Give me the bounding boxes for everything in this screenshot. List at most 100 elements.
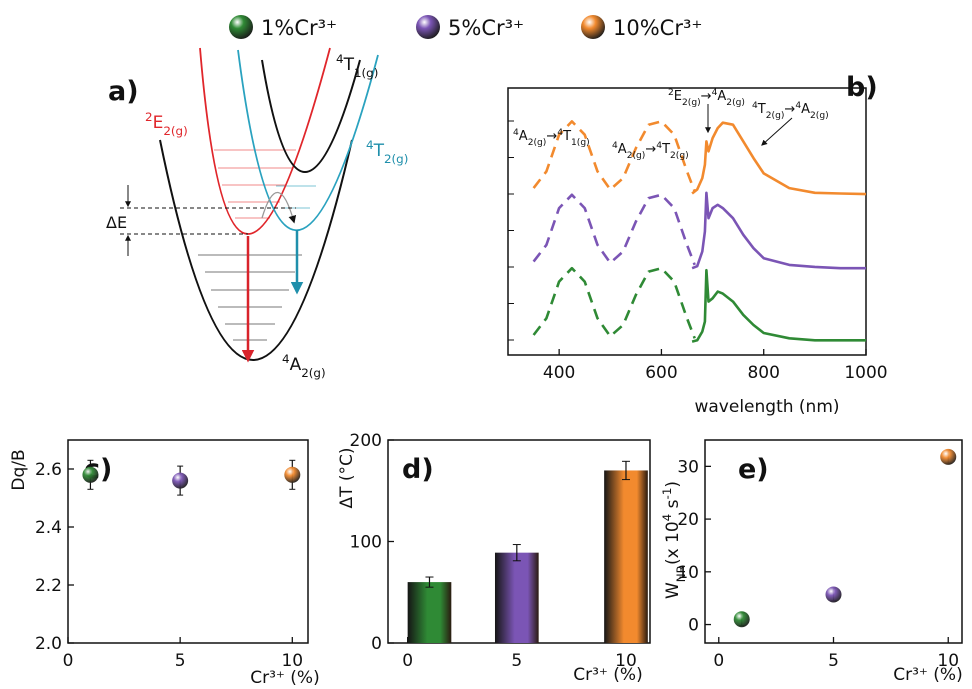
- y-tick-label: 0: [688, 616, 699, 636]
- text-part: →: [546, 129, 557, 144]
- text-part: 4: [612, 141, 618, 151]
- text-part: T: [661, 142, 670, 157]
- text-part: 2(g): [810, 111, 829, 121]
- text-part: 4: [752, 101, 758, 111]
- plot-frame: [67, 439, 309, 644]
- point: [733, 611, 750, 628]
- text-part: →: [645, 142, 656, 157]
- spectrum-line: [691, 191, 866, 270]
- text-part: 4: [282, 352, 290, 366]
- text-part: 2: [145, 110, 153, 124]
- y-tick-label: 2.0: [35, 634, 62, 654]
- text-part: T: [343, 55, 355, 75]
- text-part: T: [757, 102, 766, 117]
- text-part: 1(g): [571, 138, 590, 148]
- plot-frame: [507, 87, 867, 356]
- text-part: A: [801, 102, 810, 117]
- ground-curve: [159, 139, 353, 361]
- legend-label: 5%Cr³⁺: [448, 16, 524, 40]
- legend-swatch: [416, 15, 440, 39]
- text-part: 4: [336, 52, 344, 66]
- x-tick-label: 10: [937, 651, 959, 671]
- text-part: NR: [674, 565, 688, 582]
- text-part: 4: [660, 514, 674, 522]
- text-part: ): [663, 481, 683, 488]
- text-part: A: [290, 355, 302, 375]
- y-tick-label: 2.6: [35, 460, 62, 480]
- text-part: 2(g): [301, 366, 325, 380]
- y-tick-label: 100: [350, 533, 382, 553]
- x-axis-title: Cr³⁺ (%): [893, 665, 962, 685]
- panel-label: d): [402, 454, 434, 485]
- legend-label: 1%Cr³⁺: [261, 16, 337, 40]
- point: [940, 448, 957, 465]
- t1-curve: [261, 59, 361, 173]
- text-part: 2(g): [670, 151, 689, 161]
- x-tick-label: 800: [747, 363, 779, 383]
- legend-label: 10%Cr³⁺: [613, 16, 702, 40]
- text-part: 4: [366, 138, 374, 152]
- text-part: 2(g): [163, 124, 187, 138]
- panel-label: a): [108, 76, 139, 107]
- text-part: 1(g): [354, 66, 378, 80]
- text-part: W: [663, 582, 683, 599]
- crossing-arrow: [261, 191, 297, 224]
- state-label: 4T1(g): [336, 52, 378, 80]
- y-tick-label: 10: [677, 563, 699, 583]
- text-part: T: [373, 141, 385, 161]
- y-tick-label: 0: [371, 634, 382, 654]
- point: [825, 586, 842, 603]
- y-tick-label: 30: [677, 457, 699, 477]
- panel-label: b): [846, 72, 878, 103]
- transition-label: 4A2(g)→4T2(g): [612, 141, 689, 161]
- transition-label: 2E2(g)→4A2(g): [668, 88, 745, 108]
- x-tick-label: 0: [63, 651, 74, 671]
- text-part: 2(g): [627, 151, 646, 161]
- x-tick-label: 10: [615, 651, 637, 671]
- spectrum-line: [691, 268, 866, 343]
- spectrum-line: [691, 121, 867, 196]
- text-part: 4: [795, 101, 801, 111]
- y-tick-label: 2.4: [35, 518, 62, 538]
- panel: 0 5 102.02.22.42.6 c)Cr³⁺ (%)Dq/B: [9, 439, 320, 688]
- state-label: 2E2(g): [145, 110, 188, 138]
- x-tick-label: 0: [713, 651, 724, 671]
- y-axis-title: WNR(x 104 s-1): [660, 481, 688, 599]
- text-part: E: [674, 89, 682, 104]
- x-tick-label: 600: [645, 363, 677, 383]
- panel-label: e): [738, 454, 769, 485]
- x-axis-title: wavelength (nm): [694, 397, 839, 417]
- text-part: (x 10: [663, 521, 683, 565]
- transition-label: 4T2(g)→4A2(g): [752, 101, 829, 121]
- text-part: A: [717, 89, 726, 104]
- text-part: 2: [668, 88, 674, 98]
- x-axis-title: Cr³⁺ (%): [250, 668, 319, 688]
- x-axis-title: Cr³⁺ (%): [573, 665, 642, 685]
- text-part: T: [562, 129, 571, 144]
- spectrum-line: [532, 266, 696, 339]
- text-part: 2(g): [682, 98, 701, 108]
- text-part: 4: [656, 141, 662, 151]
- text-part: 4: [513, 128, 519, 138]
- bar: [494, 552, 539, 643]
- bar: [407, 582, 452, 643]
- x-tick-label: 5: [828, 651, 839, 671]
- text-part: 4: [557, 128, 563, 138]
- text-part: A: [519, 129, 528, 144]
- legend-swatch: [581, 15, 605, 39]
- energy-diagram: a) ΔE: [106, 47, 379, 363]
- spectrum-line: [532, 120, 696, 192]
- y-tick-label: 2.2: [35, 576, 62, 596]
- y-axis-title: ΔT (°C): [337, 447, 357, 508]
- text-part: 2(g): [528, 138, 547, 148]
- y-axis-title: Dq/B: [9, 449, 29, 490]
- text-part: s: [663, 499, 683, 513]
- bar: [604, 470, 648, 643]
- legend-swatch: [229, 15, 253, 39]
- text-part: -1: [660, 488, 674, 500]
- text-part: 2(g): [384, 152, 408, 166]
